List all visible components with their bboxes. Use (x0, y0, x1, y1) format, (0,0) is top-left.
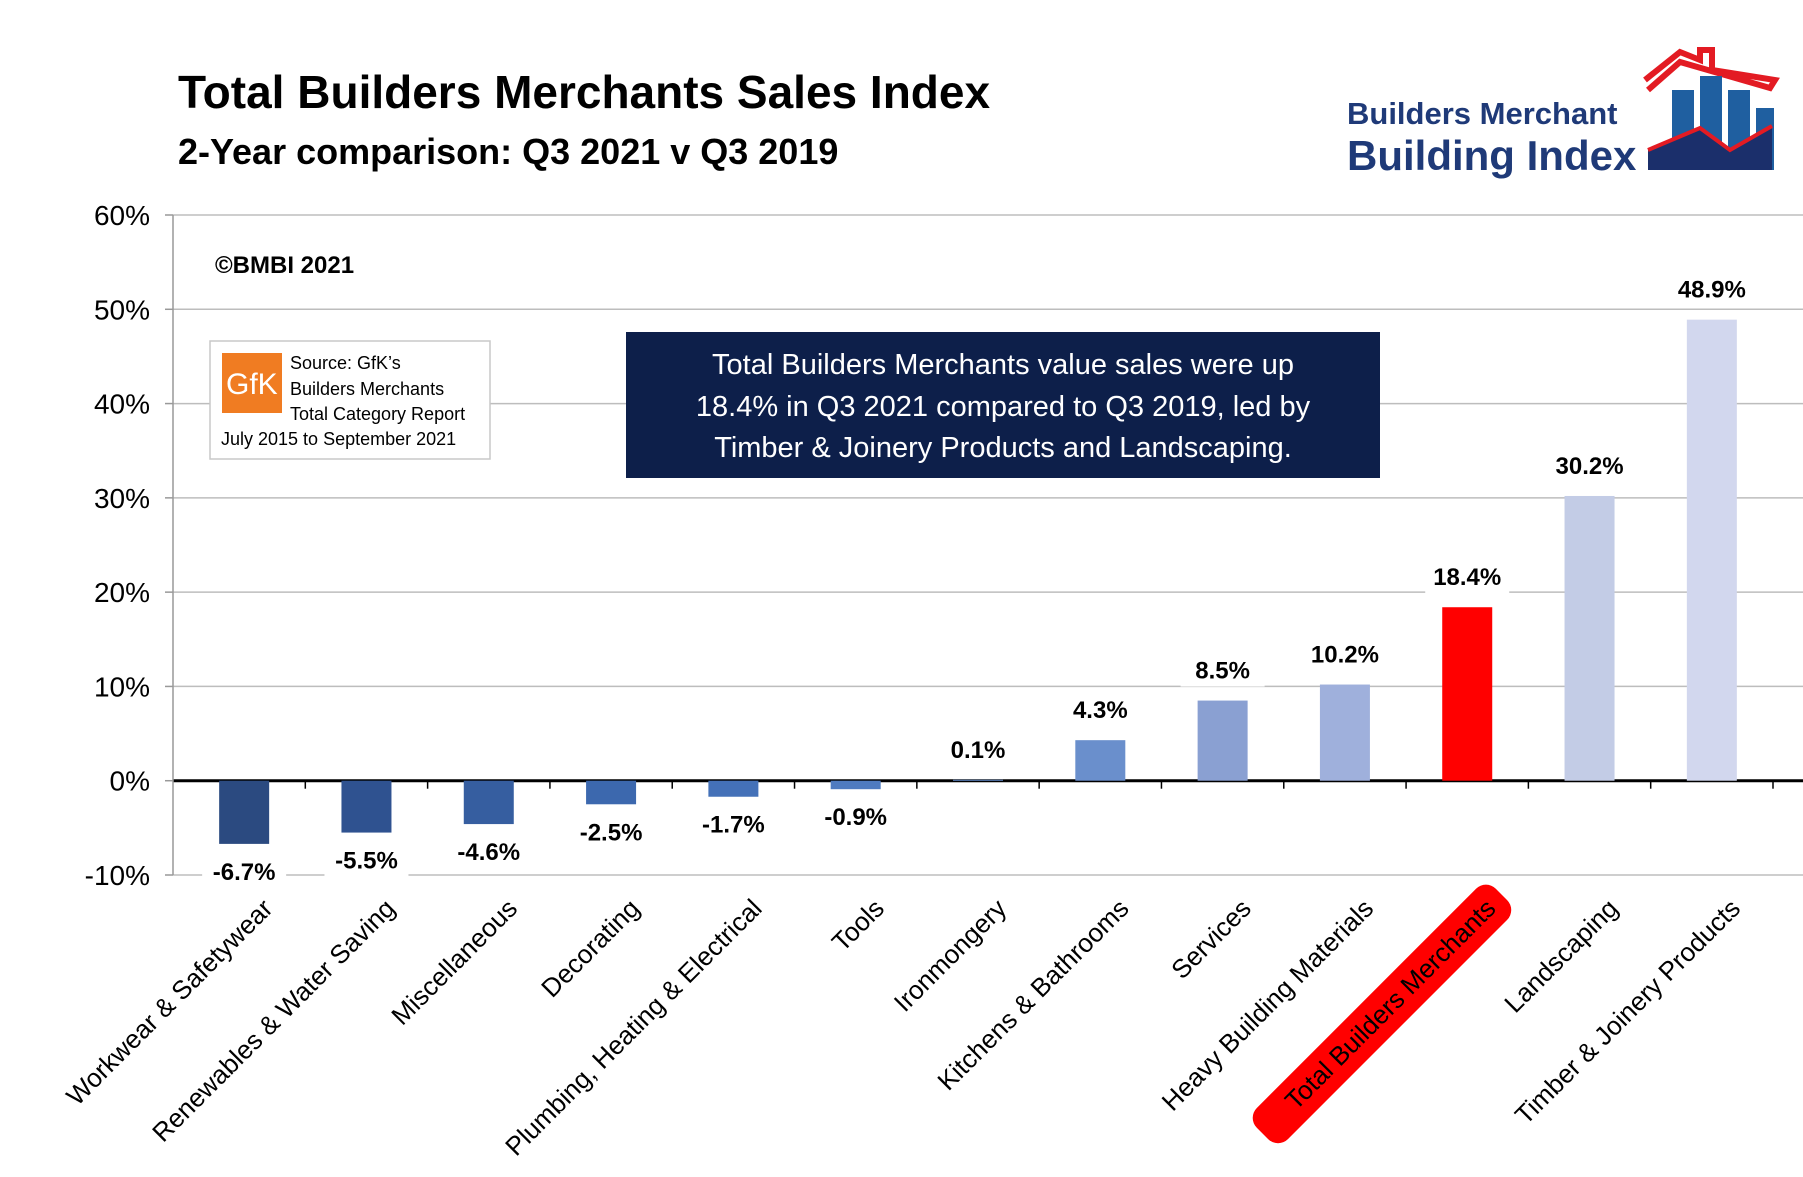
x-category: Plumbing, Heating & Electrical (499, 893, 768, 1162)
x-tick-label: Miscellaneous (385, 893, 523, 1031)
x-category: Landscaping (1498, 893, 1623, 1018)
y-tick-label: 0% (110, 766, 150, 797)
data-label: 10.2% (1311, 642, 1379, 669)
annotation-line3: Timber & Joinery Products and Landscapin… (714, 432, 1292, 464)
annotation-box: Total Builders Merchants value sales wer… (626, 332, 1380, 478)
data-label-bg (1180, 652, 1265, 687)
x-tick-label: Total Builders Merchants (1279, 893, 1502, 1116)
y-tick-label: 20% (94, 577, 150, 608)
source-line3: Total Category Report (290, 404, 465, 424)
logo-roof-icon (1643, 47, 1780, 93)
bar (1075, 740, 1126, 781)
bar-series (219, 319, 1774, 844)
data-label-bg (1669, 271, 1754, 306)
data-label-bg (569, 814, 654, 849)
y-tick-label: 60% (94, 200, 150, 231)
bar (830, 780, 881, 790)
annotation-line2: 18.4% in Q3 2021 compared to Q3 2019, le… (696, 391, 1311, 423)
bmbi-logo: Builders Merchant Building Index (1347, 47, 1780, 179)
x-tick-label: Ironmongery (888, 893, 1012, 1017)
gridlines (165, 214, 1803, 876)
data-label-bg (1058, 692, 1143, 727)
data-label-bg (1547, 447, 1632, 482)
y-axis: -10% 0% 10% 20% 30% 40% 50% 60% (85, 200, 150, 891)
gfk-badge: GfK (226, 368, 278, 401)
logo-line2: Building Index (1347, 132, 1637, 179)
x-category: Miscellaneous (385, 893, 523, 1031)
data-label: -0.9% (824, 804, 887, 831)
bar (708, 780, 759, 797)
data-label-bg (202, 853, 287, 888)
x-category: Tools (826, 893, 890, 957)
chart-title: Total Builders Merchants Sales Index (178, 66, 990, 118)
bar (1442, 607, 1493, 781)
data-label-bg (324, 842, 409, 877)
x-category: Ironmongery (888, 893, 1012, 1017)
data-label: -4.6% (457, 839, 520, 866)
data-label: 8.5% (1195, 658, 1250, 685)
data-label-bg (446, 834, 531, 869)
bar (1686, 319, 1737, 781)
x-tick-label: Plumbing, Heating & Electrical (499, 893, 768, 1162)
data-label: -6.7% (213, 859, 276, 886)
bar (1197, 700, 1248, 781)
bar (1319, 684, 1370, 781)
bar (953, 779, 1003, 781)
x-tick-label: Services (1165, 893, 1257, 985)
data-label: 0.1% (951, 737, 1006, 764)
x-tick-label: Decorating (535, 893, 645, 1003)
x-category: Services (1165, 893, 1257, 985)
data-label: 4.3% (1073, 697, 1128, 724)
x-tick-label: Renewables & Water Saving (146, 893, 401, 1148)
x-category: Heavy Building Materials (1156, 893, 1380, 1117)
data-label: -1.7% (702, 812, 765, 839)
x-tick-label: Timber & Joinery Products (1509, 893, 1746, 1130)
x-tick-label: Workwear & Safetywear (60, 893, 278, 1111)
bar (463, 780, 514, 825)
y-tick-label: -10% (85, 860, 150, 891)
source-line1: Source: GfK’s (290, 353, 401, 373)
chart-subtitle: 2-Year comparison: Q3 2021 v Q3 2019 (178, 131, 838, 172)
annotation-line1: Total Builders Merchants value sales wer… (712, 349, 1294, 381)
data-label: 18.4% (1433, 564, 1501, 591)
x-category: Timber & Joinery Products (1509, 893, 1746, 1130)
data-label: 48.9% (1678, 277, 1746, 304)
x-category: Workwear & Safetywear (60, 893, 278, 1111)
x-tick-label: Landscaping (1498, 893, 1623, 1018)
x-tick-label: Tools (826, 893, 890, 957)
y-tick-label: 30% (94, 483, 150, 514)
y-tick-label: 10% (94, 671, 150, 702)
bar (586, 780, 637, 805)
x-tick-label: Heavy Building Materials (1156, 893, 1380, 1117)
logo-trend-icon (1647, 124, 1773, 153)
data-label-bg (691, 806, 776, 841)
source-box: GfK Source: GfK’s Builders Merchants Tot… (209, 340, 491, 460)
data-label: -5.5% (335, 848, 398, 875)
logo-line1: Builders Merchant (1347, 96, 1617, 131)
data-label-bg (1302, 636, 1387, 671)
x-category: Decorating (535, 893, 645, 1003)
data-labels: -6.7% -5.5% -4.6% -2.5% -1.7% -0.9% 0.1% 4.3% 8.… (202, 271, 1754, 888)
data-label-bg (1425, 559, 1510, 594)
source-line2: Builders Merchants (290, 379, 444, 399)
highlight-pill (1252, 884, 1512, 1144)
copyright-text: ©BMBI 2021 (215, 252, 354, 279)
data-label-bg (936, 731, 1020, 766)
data-label: -2.5% (580, 819, 643, 846)
bar (341, 780, 392, 833)
bar (219, 780, 270, 844)
data-label: 30.2% (1556, 453, 1624, 480)
bar (1564, 495, 1615, 781)
data-label-bg (813, 799, 898, 834)
source-line4: July 2015 to September 2021 (221, 429, 456, 449)
y-tick-label: 40% (94, 389, 150, 420)
y-tick-label: 50% (94, 294, 150, 325)
gfk-logo-icon (222, 353, 282, 413)
x-category: Renewables & Water Saving (146, 893, 401, 1148)
x-category: Total Builders Merchants (1252, 884, 1512, 1144)
